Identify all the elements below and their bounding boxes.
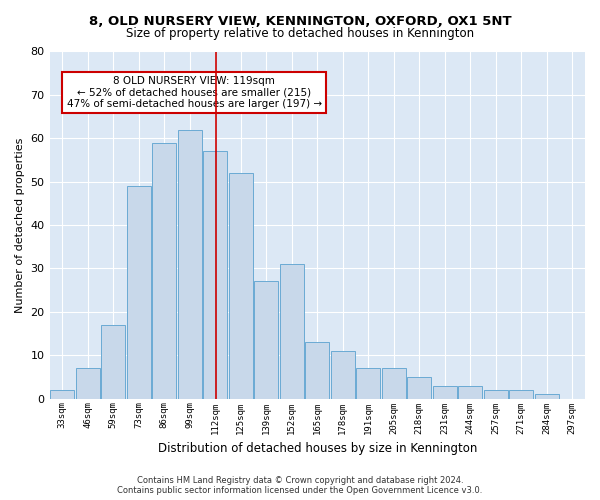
Bar bbox=[433, 386, 457, 398]
Bar bbox=[382, 368, 406, 398]
Bar bbox=[254, 282, 278, 399]
Bar bbox=[76, 368, 100, 398]
Bar bbox=[127, 186, 151, 398]
Bar bbox=[152, 142, 176, 398]
Bar bbox=[356, 368, 380, 398]
Y-axis label: Number of detached properties: Number of detached properties bbox=[15, 138, 25, 313]
Bar bbox=[509, 390, 533, 398]
Bar bbox=[50, 390, 74, 398]
Bar bbox=[458, 386, 482, 398]
Bar bbox=[535, 394, 559, 398]
Text: Size of property relative to detached houses in Kennington: Size of property relative to detached ho… bbox=[126, 28, 474, 40]
Bar bbox=[229, 173, 253, 398]
Text: 8 OLD NURSERY VIEW: 119sqm
← 52% of detached houses are smaller (215)
47% of sem: 8 OLD NURSERY VIEW: 119sqm ← 52% of deta… bbox=[67, 76, 322, 109]
Bar bbox=[101, 325, 125, 398]
Bar bbox=[407, 377, 431, 398]
Bar bbox=[484, 390, 508, 398]
Bar bbox=[331, 351, 355, 399]
Bar bbox=[203, 152, 227, 398]
Bar bbox=[305, 342, 329, 398]
Bar bbox=[280, 264, 304, 398]
Text: 8, OLD NURSERY VIEW, KENNINGTON, OXFORD, OX1 5NT: 8, OLD NURSERY VIEW, KENNINGTON, OXFORD,… bbox=[89, 15, 511, 28]
X-axis label: Distribution of detached houses by size in Kennington: Distribution of detached houses by size … bbox=[158, 442, 477, 455]
Bar bbox=[178, 130, 202, 398]
Text: Contains HM Land Registry data © Crown copyright and database right 2024.
Contai: Contains HM Land Registry data © Crown c… bbox=[118, 476, 482, 495]
